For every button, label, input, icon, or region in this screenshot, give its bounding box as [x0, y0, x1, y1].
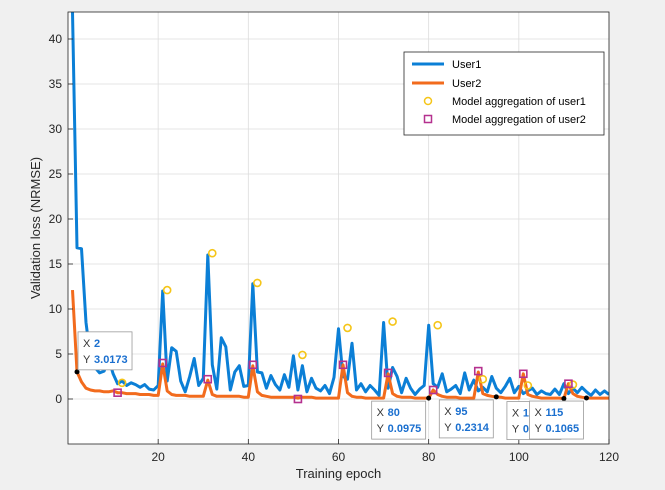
datatip-box: [371, 400, 427, 440]
y-tick-label: 35: [49, 77, 63, 91]
legend-box: [403, 51, 605, 136]
y-tick-label: 15: [49, 257, 63, 271]
datatip-x-value: 80: [388, 407, 400, 419]
x-axis-label: Training epoch: [296, 466, 382, 481]
aggregation-user1-marker: [117, 378, 127, 388]
datatip[interactable]: X 2Y 3.0173: [74, 331, 133, 375]
aggregation-user1-marker: [433, 320, 442, 330]
aggregation-user2-marker: [564, 379, 573, 389]
datatip-y-label: Y: [444, 422, 452, 434]
aggregation-user1-marker: [478, 374, 488, 384]
datatip-x-label: X: [377, 407, 385, 419]
x-tick-label: 80: [422, 450, 436, 464]
aggregation-user2-marker: [248, 360, 258, 370]
aggregation-user2-marker: [428, 385, 438, 395]
y-tick-label: 5: [55, 347, 62, 361]
legend-user1-label: User1: [452, 59, 481, 71]
aggregation-user2-marker: [293, 394, 303, 404]
datatip-y-label: Y: [83, 354, 91, 366]
series-layer: [71, 12, 609, 401]
aggregation-user2-marker: [519, 369, 528, 379]
datatip-point: [583, 395, 589, 401]
x-tick-label: 20: [151, 450, 165, 464]
aggregation-user1-marker: [298, 350, 307, 360]
aggregation-user2-marker: [113, 388, 122, 398]
datatip-x-label: X: [444, 406, 452, 418]
aggregation-user2-marker: [383, 368, 393, 378]
marker-layer: [113, 248, 578, 404]
datatip-y-label: Y: [512, 424, 520, 436]
datatip-point: [561, 396, 567, 402]
datatip-y-value: 3.0173: [94, 354, 128, 366]
datatip-y-value: 0.2314: [455, 422, 490, 434]
legend-aggregation-user2-marker: [423, 114, 433, 124]
legend-aggregation-user2-label: Model aggregation of user2: [452, 114, 586, 126]
datatip-y-value: 0.0975: [388, 423, 422, 435]
aggregation-user1-marker: [253, 278, 262, 288]
datatip-x-value: 2: [94, 338, 100, 350]
aggregation-user1-marker: [568, 380, 578, 389]
aggregation-user2-marker: [338, 360, 348, 370]
datatip-x-label: X: [534, 407, 542, 419]
aggregation-user1-marker: [207, 248, 217, 258]
legend-aggregation-user1-label: Model aggregation of user1: [452, 96, 586, 108]
aggregation-user2-marker: [203, 374, 213, 384]
datatip[interactable]: X 80Y 0.0975: [371, 395, 432, 440]
datatip-point: [74, 369, 80, 375]
legend-user2-label: User2: [452, 78, 481, 90]
aggregation-user1-marker: [343, 323, 352, 333]
y-tick-label: 25: [49, 167, 63, 181]
datatip-x-label: X: [83, 338, 91, 350]
datatip-box: [529, 400, 584, 440]
x-tick-label: 60: [332, 450, 346, 464]
datatip-x-value: 95: [455, 406, 467, 418]
aggregation-user1-marker: [523, 381, 533, 390]
datatip-x-label: X: [512, 408, 520, 420]
y-tick-label: 30: [49, 122, 63, 136]
datatip-box: [77, 331, 133, 371]
y-tick-label: 20: [49, 212, 63, 226]
y-tick-label: 10: [49, 302, 63, 316]
datatip-y-value: 0.1065: [545, 423, 579, 435]
aggregation-user2-marker: [158, 358, 167, 368]
aggregation-user2-marker: [473, 366, 483, 376]
datatip-y-label: Y: [377, 423, 385, 435]
series-line-user2: [71, 290, 609, 401]
legend-aggregation-user1-marker: [423, 96, 433, 106]
datatip-point: [493, 394, 499, 400]
datatips: X2Y3.0173X80Y0.0975X95Y0.2314X110Y0.0496…: [74, 331, 589, 440]
legend: User1 User2 Model aggregation of user1 M…: [403, 51, 605, 136]
aggregation-user1-marker: [388, 317, 397, 326]
axis-ticks: 20 40 60 80 100 120 0 5 10 15 20 25 30 35 40: [49, 32, 620, 464]
y-tick-label: 0: [55, 392, 62, 406]
y-axis-label: Validation loss (NRMSE): [28, 157, 43, 299]
y-tick-label: 40: [49, 32, 63, 46]
datatip-box: [438, 399, 494, 439]
x-tick-label: 120: [599, 450, 619, 464]
datatip-point: [426, 395, 432, 401]
datatip-y-label: Y: [534, 423, 542, 435]
x-tick-label: 100: [509, 450, 529, 464]
datatip-x-value: 115: [545, 407, 563, 419]
datatip[interactable]: X 95Y 0.2314: [438, 394, 499, 439]
aggregation-user1-marker: [162, 285, 172, 295]
x-tick-label: 40: [242, 450, 256, 464]
